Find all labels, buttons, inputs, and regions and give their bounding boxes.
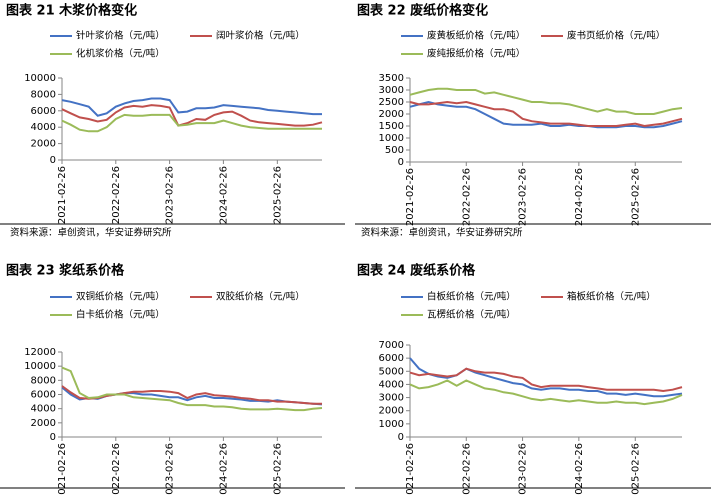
x-tick-label: 2022-02-26 — [111, 166, 122, 224]
legend-label: 箱板纸价格（元/吨） — [567, 291, 656, 303]
y-tick-label: 10000 — [24, 73, 56, 84]
series-line — [61, 104, 323, 127]
x-tick-label: 2025-02-26 — [630, 443, 641, 495]
y-tick-label: 0 — [50, 432, 56, 443]
y-tick-label: 3000 — [379, 85, 404, 96]
x-tick-label: 2023-02-26 — [518, 168, 529, 226]
legend-label: 化机浆价格（元/吨） — [76, 48, 165, 60]
y-tick-label: 4000 — [31, 122, 56, 133]
chart-title: 图表 21 木浆价格变化 — [6, 3, 137, 19]
y-tick-label: 0 — [398, 157, 404, 168]
y-tick-label: 1000 — [379, 419, 404, 430]
x-tick-label: 2025-02-26 — [630, 168, 641, 226]
y-tick-label: 7000 — [379, 340, 404, 351]
y-tick-label: 6000 — [31, 390, 56, 401]
legend-label: 白板纸价格（元/吨） — [427, 291, 516, 303]
series-line — [61, 366, 323, 412]
y-tick-label: 6000 — [379, 353, 404, 364]
x-tick-label: 2024-02-26 — [218, 443, 229, 495]
y-tick-label: 1000 — [379, 133, 404, 144]
y-tick-label: 2500 — [379, 97, 404, 108]
chart-title: 图表 22 废纸价格变化 — [357, 3, 488, 19]
series-line — [409, 367, 683, 393]
x-tick-label: 2024-02-26 — [218, 166, 229, 224]
legend-label: 废纯报纸价格（元/吨） — [427, 48, 525, 60]
series-line — [61, 385, 322, 405]
legend-label: 白卡纸价格（元/吨） — [76, 309, 165, 321]
x-tick-label: 2023-02-26 — [165, 166, 176, 224]
y-tick-label: 5000 — [379, 366, 404, 377]
y-tick-label: 8000 — [31, 89, 56, 100]
x-tick-label: 2023-02-26 — [165, 443, 176, 495]
legend-label: 瓦楞纸价格（元/吨） — [427, 309, 516, 321]
series-line — [409, 100, 683, 129]
x-tick-label: 2025-02-26 — [272, 443, 283, 495]
y-tick-label: 12000 — [24, 347, 56, 358]
legend-label: 废书页纸价格（元/吨） — [567, 30, 665, 42]
y-tick-label: 8000 — [31, 375, 56, 386]
source-note: 资料来源：卓创资讯，华安证券研究所 — [361, 227, 523, 239]
x-tick-label: 2023-02-26 — [518, 443, 529, 495]
y-tick-label: 1500 — [379, 121, 404, 132]
legend-label: 双铜纸价格（元/吨） — [76, 291, 165, 303]
chart-title: 图表 23 浆纸系价格 — [6, 263, 125, 279]
y-tick-label: 2000 — [379, 406, 404, 417]
x-tick-label: 2025-02-26 — [272, 166, 283, 224]
x-tick-label: 2022-02-26 — [461, 168, 472, 226]
legend-label: 废黄板纸价格（元/吨） — [427, 30, 525, 42]
legend-label: 针叶浆价格（元/吨） — [76, 30, 165, 42]
x-tick-label: 2022-02-26 — [461, 443, 472, 495]
y-tick-label: 4000 — [379, 379, 404, 390]
x-tick-label: 2021-02-26 — [405, 443, 416, 495]
x-tick-label: 2024-02-26 — [574, 168, 585, 226]
y-tick-label: 2000 — [31, 139, 56, 150]
x-tick-label: 2021-02-26 — [405, 168, 416, 226]
y-tick-label: 0 — [398, 432, 404, 443]
series-line — [61, 97, 322, 117]
y-tick-label: 3500 — [379, 73, 404, 84]
legend-label: 双胶纸价格（元/吨） — [216, 291, 305, 303]
x-tick-label: 2021-02-26 — [57, 166, 68, 224]
y-tick-label: 2000 — [31, 418, 56, 429]
y-tick-label: 6000 — [31, 106, 56, 117]
x-tick-label: 2024-02-26 — [574, 443, 585, 495]
y-tick-label: 4000 — [31, 404, 56, 415]
chart-title: 图表 24 废纸系价格 — [357, 263, 476, 279]
x-tick-label: 2021-02-26 — [57, 443, 68, 495]
series-line — [409, 87, 683, 115]
y-tick-label: 500 — [385, 145, 404, 156]
y-tick-label: 3000 — [379, 393, 404, 404]
x-tick-label: 2022-02-26 — [111, 443, 122, 495]
source-note: 资料来源：卓创资讯，华安证券研究所 — [10, 227, 172, 239]
series-line — [61, 113, 322, 133]
legend-label: 阔叶浆价格（元/吨） — [216, 30, 305, 42]
y-tick-label: 2000 — [379, 109, 404, 120]
series-line — [409, 100, 683, 128]
series-line — [409, 379, 683, 406]
y-tick-label: 10000 — [24, 361, 56, 372]
y-tick-label: 0 — [50, 155, 56, 166]
